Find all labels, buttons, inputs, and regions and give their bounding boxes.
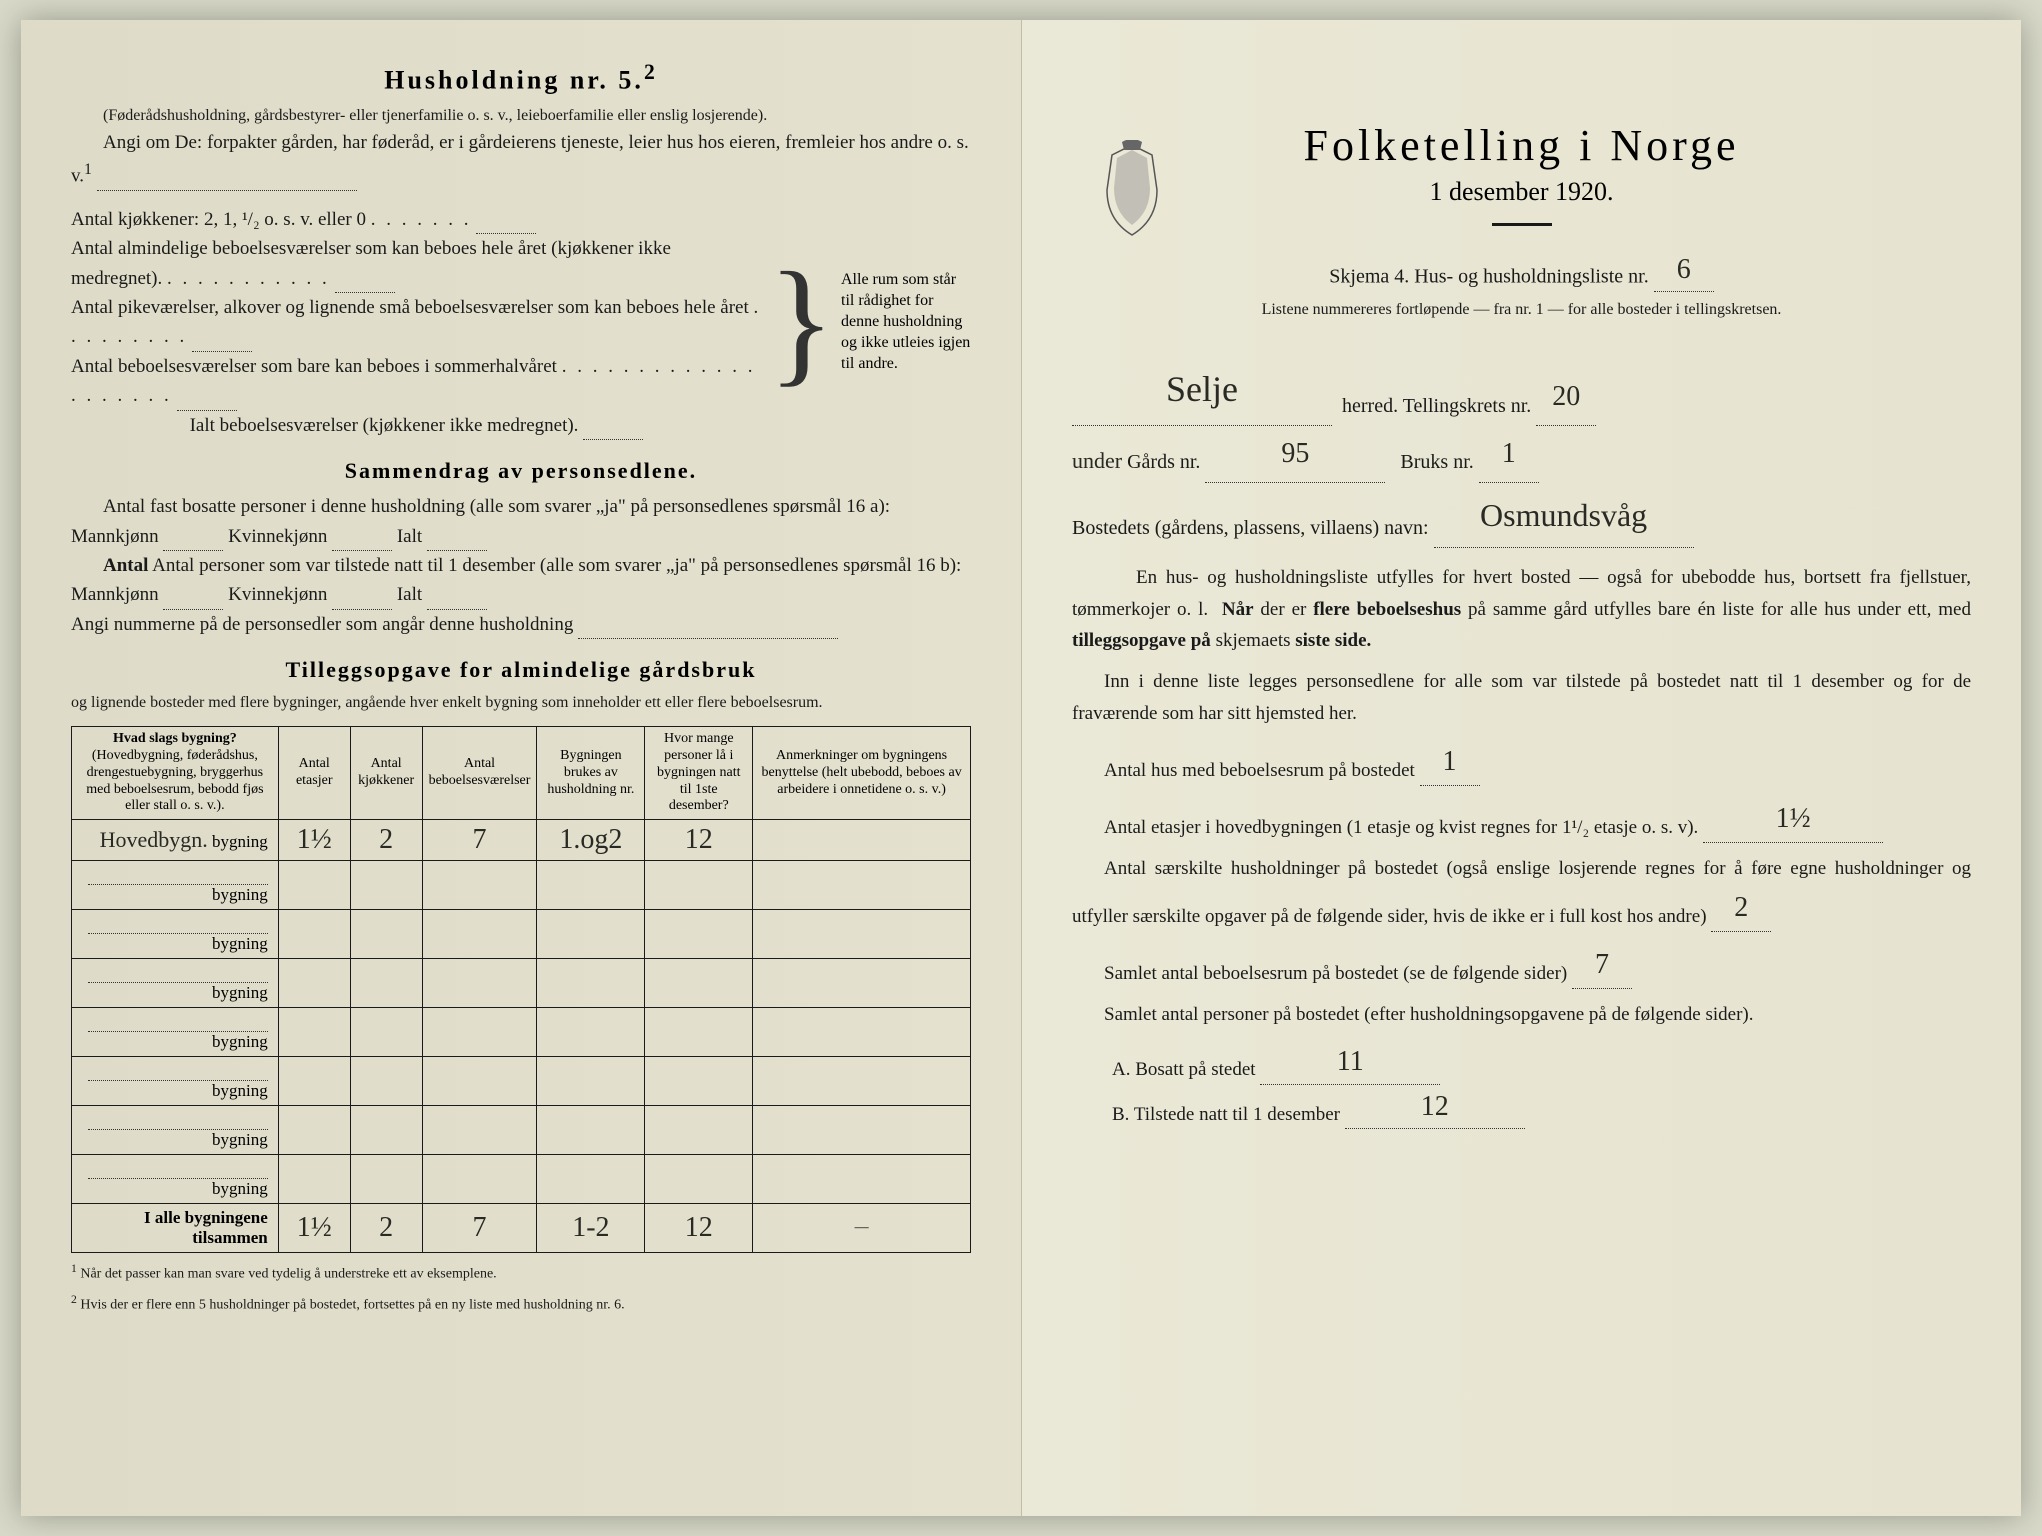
ialt-line: Ialt beboelsesværelser (kjøkkener ikke m… xyxy=(71,411,762,440)
sammendrag-title: Sammendrag av personsedlene. xyxy=(71,458,971,484)
body-1: En hus- og husholdningsliste utfylles fo… xyxy=(1072,562,1971,656)
room-line-2: Antal pikeværelser, alkover og lignende … xyxy=(71,293,762,352)
skjema-line: Skjema 4. Hus- og husholdningsliste nr. … xyxy=(1072,248,1971,292)
sammen-3: Angi nummerne på de personsedler som ang… xyxy=(71,610,971,639)
q1: Antal hus med beboelsesrum på bostedet 1 xyxy=(1072,739,1971,786)
table-row: bygning xyxy=(72,861,971,910)
coat-of-arms-icon xyxy=(1092,140,1172,240)
room-line-1: Antal almindelige beboelsesværelser som … xyxy=(71,234,762,293)
footnote-1: 1 Når det passer kan man svare ved tydel… xyxy=(71,1261,971,1284)
th-personer: Hvor mange personer lå i bygningen natt … xyxy=(645,727,753,820)
table-row: bygning xyxy=(72,959,971,1008)
room-line-3: Antal beboelsesværelser som bare kan beb… xyxy=(71,352,762,411)
th-etasjer: Antal etasjer xyxy=(278,727,350,820)
main-title: Folketelling i Norge xyxy=(1072,120,1971,171)
buildings-table: Hvad slags bygning?(Hovedbygning, føderå… xyxy=(71,726,971,1253)
side-note: Alle rum som står til rådighet for denne… xyxy=(841,270,971,374)
header-block: Folketelling i Norge 1 desember 1920. Sk… xyxy=(1072,120,1971,323)
q3: Antal særskilte husholdninger på bostede… xyxy=(1072,853,1971,932)
kitchen-line: Antal kjøkkener: 2, 1, ¹/₂ o. s. v. elle… xyxy=(71,205,762,234)
document-spread: Husholdning nr. 5.2 (Føderådshusholdning… xyxy=(21,20,2021,1516)
th-kjokken: Antal kjøkkener xyxy=(350,727,422,820)
table-row: bygning xyxy=(72,1106,971,1155)
q4: Samlet antal beboelsesrum på bostedet (s… xyxy=(1072,942,1971,989)
th-beboelses: Antal beboelsesværelser xyxy=(422,727,537,820)
table-row: bygning xyxy=(72,1155,971,1204)
table-header-row: Hvad slags bygning?(Hovedbygning, føderå… xyxy=(72,727,971,820)
table-row: bygning xyxy=(72,1057,971,1106)
table-row: Hovedbygn. bygning 1½ 2 7 1.og2 12 xyxy=(72,820,971,861)
sammen-1: Antal fast bosatte personer i denne hush… xyxy=(71,492,971,551)
liste-note: Listene nummereres fortløpende — fra nr.… xyxy=(1072,298,1971,323)
herred-row: Selje herred. Tellingskrets nr. 20 xyxy=(1072,353,1971,426)
q5: Samlet antal personer på bostedet (efter… xyxy=(1072,999,1971,1030)
right-page: Folketelling i Norge 1 desember 1920. Sk… xyxy=(1021,20,2021,1516)
table-row: bygning xyxy=(72,1008,971,1057)
th-brukes: Bygningen brukes av husholdning nr. xyxy=(537,727,645,820)
th-bygning: Hvad slags bygning?(Hovedbygning, føderå… xyxy=(72,727,279,820)
footnote-2: 2 Hvis der er flere enn 5 husholdninger … xyxy=(71,1292,971,1315)
date-subtitle: 1 desember 1920. xyxy=(1072,177,1971,207)
sammen-2: Antal Antal personer som var tilstede na… xyxy=(71,551,971,610)
para-angi: Angi om De: forpakter gården, har føderå… xyxy=(71,128,971,190)
left-page: Husholdning nr. 5.2 (Føderådshusholdning… xyxy=(21,20,1021,1516)
para-foderads: (Føderådshusholdning, gårdsbestyrer- ell… xyxy=(71,104,971,129)
body-2: Inn i denne liste legges personsedlene f… xyxy=(1072,666,1971,729)
q2: Antal etasjer i hovedbygningen (1 etasje… xyxy=(1072,796,1971,843)
th-anmerkninger: Anmerkninger om bygningens benyttelse (h… xyxy=(753,727,971,820)
tillegg-sub: og lignende bosteder med flere bygninger… xyxy=(71,691,971,716)
table-row: bygning xyxy=(72,910,971,959)
answer-b: B. Tilstede natt til 1 desember 12 xyxy=(1112,1085,1971,1129)
table-totals-row: I alle bygningene tilsammen 1½ 2 7 1-2 1… xyxy=(72,1204,971,1253)
rooms-block: Antal kjøkkener: 2, 1, ¹/₂ o. s. v. elle… xyxy=(71,205,971,441)
tillegg-title: Tilleggsopgave for almindelige gårdsbruk xyxy=(71,657,971,683)
brace-icon: } xyxy=(768,259,835,385)
gards-row: under Gårds nr. 95 Bruks nr. 1 xyxy=(1072,426,1971,483)
answer-list: A. Bosatt på stedet 11 B. Tilstede natt … xyxy=(1112,1040,1971,1129)
household-title: Husholdning nr. 5.2 xyxy=(71,60,971,96)
answer-a: A. Bosatt på stedet 11 xyxy=(1112,1040,1971,1084)
divider xyxy=(1492,223,1552,226)
bosted-row: Bostedets (gårdens, plassens, villaens) … xyxy=(1072,483,1971,548)
